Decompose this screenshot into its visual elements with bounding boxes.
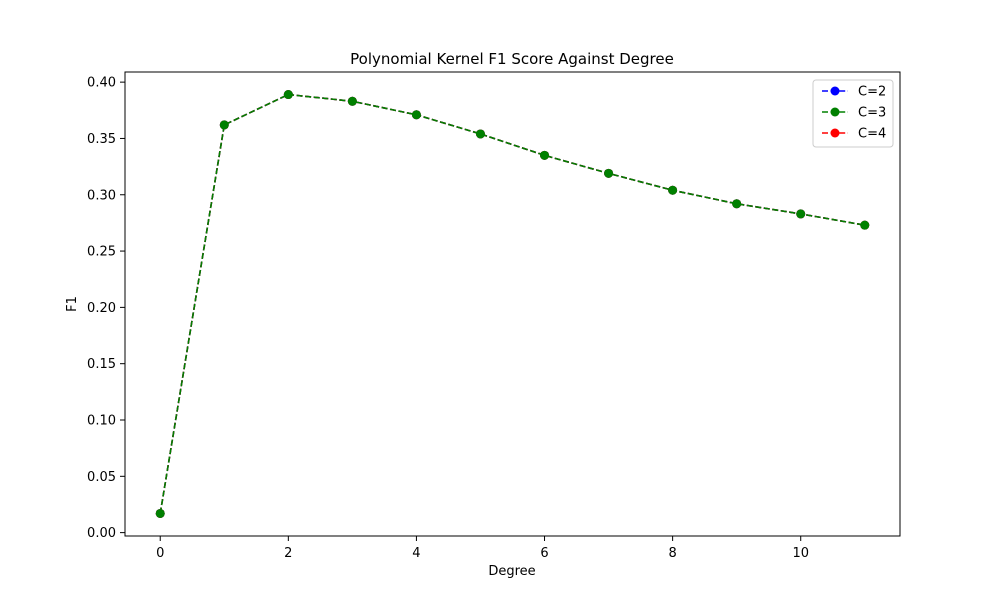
data-point-c-3: [475, 129, 485, 139]
data-point-c-3: [347, 96, 357, 106]
data-point-c-3: [283, 90, 293, 100]
chart-title: Polynomial Kernel F1 Score Against Degre…: [350, 50, 674, 68]
y-tick-label: 0.30: [87, 188, 116, 203]
data-point-c-3: [219, 120, 229, 130]
data-point-c-3: [860, 220, 870, 230]
x-tick-label: 2: [284, 546, 292, 561]
x-tick-label: 4: [412, 546, 420, 561]
data-point-c-3: [540, 150, 550, 160]
x-axis: 0 2 4 6 8 10: [156, 536, 809, 561]
series-line-c-2: [159, 93, 865, 514]
x-axis-label: Degree: [488, 564, 535, 579]
series-line-c-3: [159, 93, 865, 514]
data-point-c-3: [732, 199, 742, 209]
y-tick-label: 0.05: [87, 470, 116, 485]
x-tick-label: 0: [156, 546, 164, 561]
y-tick-label: 0.15: [87, 357, 116, 372]
series-layer: [155, 90, 870, 518]
data-point-c-3: [668, 185, 678, 195]
y-tick-label: 0.10: [87, 414, 116, 429]
y-axis: 0.00 0.05 0.10 0.15 0.20 0.25 0.30 0.35 0.40: [87, 76, 125, 541]
legend-marker-c-3: [830, 107, 840, 117]
series-line-c-4: [159, 93, 865, 514]
y-tick-label: 0.00: [87, 526, 116, 541]
legend-label-c-3: C=3: [858, 106, 886, 121]
data-point-c-3: [155, 508, 165, 518]
data-point-c-3: [796, 209, 806, 219]
legend-label-c-4: C=4: [858, 127, 886, 142]
y-tick-label: 0.40: [87, 76, 116, 91]
legend-label-c-2: C=2: [858, 85, 886, 100]
data-point-c-3: [604, 168, 614, 178]
x-tick-label: 8: [668, 546, 676, 561]
plot-frame: [124, 71, 901, 537]
y-tick-label: 0.25: [87, 245, 116, 260]
x-tick-label: 6: [540, 546, 548, 561]
x-tick-label: 10: [792, 546, 809, 561]
y-axis-label: F1: [65, 296, 80, 312]
legend-marker-c-4: [830, 128, 840, 138]
legend: C=2 C=3 C=4: [812, 79, 894, 148]
legend-marker-c-2: [830, 86, 840, 96]
data-point-c-3: [411, 110, 421, 120]
y-tick-label: 0.35: [87, 132, 116, 147]
y-tick-label: 0.20: [87, 301, 116, 316]
